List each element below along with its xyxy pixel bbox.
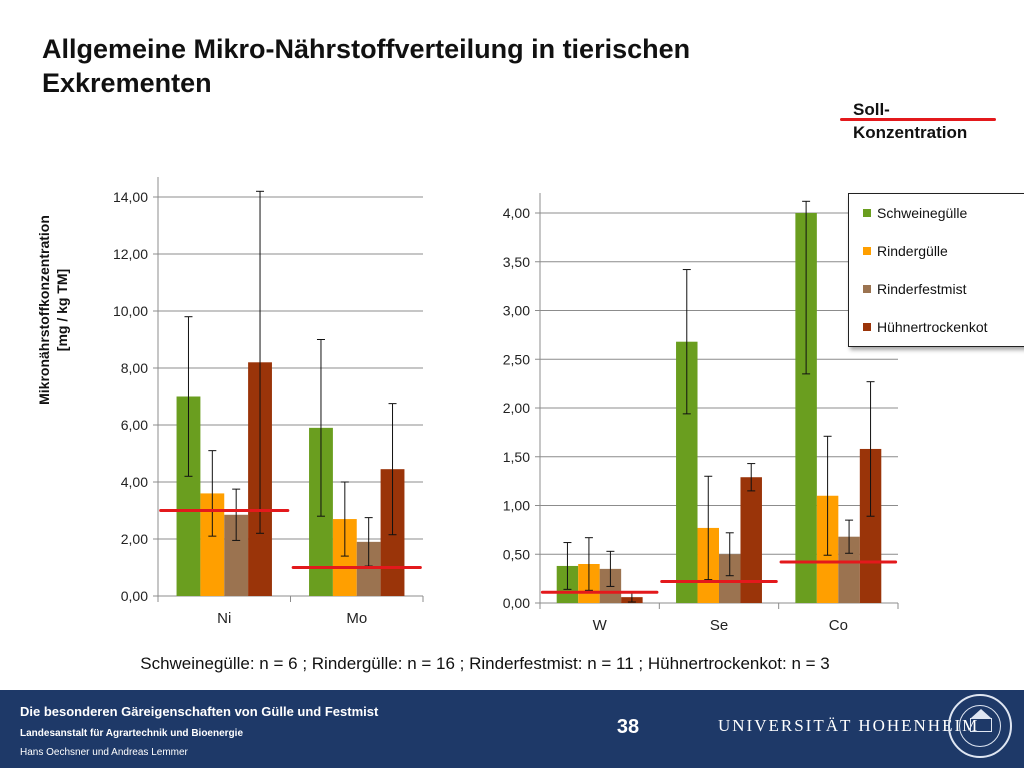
y-tick-label: 1,00 bbox=[503, 498, 530, 514]
legend-item-schweineguelle: Schweinegülle bbox=[863, 205, 967, 221]
x-category-label: Ni bbox=[217, 610, 231, 627]
legend-item-huehnertrockenkot: Hühnertrockenkot bbox=[863, 319, 988, 335]
x-category-label: Co bbox=[829, 617, 848, 634]
bar-rindergülle bbox=[200, 493, 225, 596]
legend-label: Rinderfestmist bbox=[877, 281, 967, 297]
legend-item-rinderguelle: Rindergülle bbox=[863, 243, 948, 259]
bar-rinderfestmist bbox=[838, 536, 860, 603]
bar-schweinegülle bbox=[795, 213, 817, 603]
sample-size-note: Schweinegülle: n = 6 ; Rindergülle: n = … bbox=[140, 654, 830, 673]
y-tick-label: 3,50 bbox=[503, 254, 530, 270]
legend-swatch bbox=[863, 209, 871, 217]
seal-building bbox=[970, 718, 992, 732]
legend-label: Schweinegülle bbox=[877, 205, 968, 221]
x-category-label: W bbox=[593, 617, 608, 634]
seal-ring bbox=[959, 705, 1001, 747]
footer-title: Die besonderen Gäreigenschaften von Güll… bbox=[20, 704, 379, 719]
soll-legend-line bbox=[840, 118, 996, 121]
legend-swatch bbox=[863, 323, 871, 331]
footer-authors: Hans Oechsner und Andreas Lemmer bbox=[20, 747, 188, 758]
bar-hühnertrockenkot bbox=[740, 477, 762, 603]
y-tick-label: 2,00 bbox=[121, 531, 148, 547]
bar-schweinegülle bbox=[176, 396, 201, 596]
y-tick-label: 6,00 bbox=[121, 417, 148, 433]
page-number: 38 bbox=[616, 716, 640, 738]
y-tick-label: 10,00 bbox=[113, 303, 148, 319]
y-tick-label: 1,50 bbox=[503, 449, 530, 465]
y-tick-label: 0,50 bbox=[503, 546, 530, 562]
bar-rinderfestmist bbox=[224, 514, 249, 596]
y-tick-label: 8,00 bbox=[121, 360, 148, 376]
x-category-label: Se bbox=[710, 617, 728, 634]
y-tick-label: 12,00 bbox=[113, 246, 148, 262]
bar-rindergülle bbox=[332, 519, 357, 596]
bar-hühnertrockenkot bbox=[859, 448, 882, 603]
y-tick-label: 2,50 bbox=[503, 351, 530, 367]
slide-title: Allgemeine Mikro-Nährstoffverteilung in … bbox=[42, 34, 691, 98]
bar-schweinegülle bbox=[676, 341, 698, 603]
y-tick-label: 14,00 bbox=[113, 189, 148, 205]
chart-ni-mo: 0,00 2,00 4,00 6,00 8,00 10,00 12,00 14,00 Ni Mo bbox=[113, 177, 424, 627]
legend-swatch bbox=[863, 285, 871, 293]
footer-subtitle: Landesanstalt für Agrartechnik und Bioen… bbox=[20, 728, 244, 739]
legend-label: Hühnertrockenkot bbox=[877, 319, 988, 335]
chart-legend: Schweinegülle Rindergülle Rinderfestmist… bbox=[848, 193, 1024, 347]
legend-label: Rindergülle bbox=[877, 243, 948, 259]
footer-bar: Die besonderen Gäreigenschaften von Güll… bbox=[0, 690, 1024, 768]
y-tick-label: 0,00 bbox=[503, 595, 530, 611]
x-category-label: Mo bbox=[346, 610, 367, 627]
y-tick-label: 3,00 bbox=[503, 303, 530, 319]
legend-item-rinderfestmist: Rinderfestmist bbox=[863, 281, 966, 297]
y-tick-label: 2,00 bbox=[503, 400, 530, 416]
chart-w-se-co: 0,00 0,50 1,00 1,50 2,00 2,50 3,00 3,50 4,00 W Se C… bbox=[503, 193, 899, 634]
bar-rinderfestmist bbox=[719, 554, 741, 603]
y-tick-label: 4,00 bbox=[121, 474, 148, 490]
university-name: UNIVERSITÄT HOHENHEIM bbox=[718, 716, 980, 735]
soll-label-text: Soll- Konzentration bbox=[853, 100, 968, 142]
y-tick-label: 4,00 bbox=[503, 205, 530, 221]
seal-roof bbox=[971, 709, 991, 718]
y-tick-label: 0,00 bbox=[121, 588, 148, 604]
soll-legend-label: Soll- Konzentration bbox=[853, 98, 1013, 144]
university-seal-icon bbox=[948, 694, 1012, 758]
legend-swatch bbox=[863, 247, 871, 255]
